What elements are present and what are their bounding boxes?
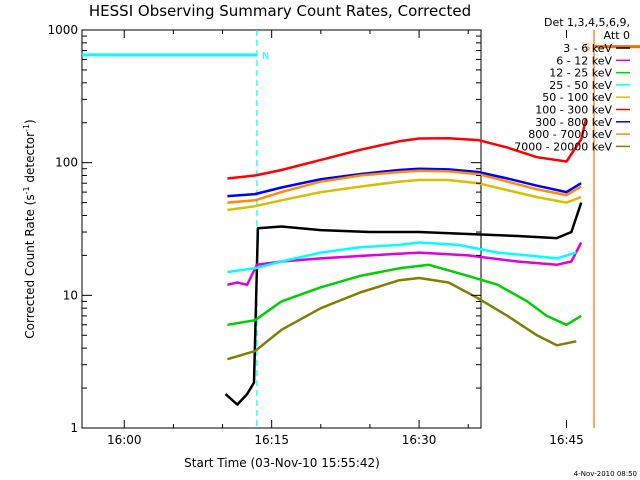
series-line xyxy=(227,169,582,204)
y-tick-label: 1000 xyxy=(47,23,78,37)
legend-label: 100 - 300 keV xyxy=(535,104,612,117)
marker-label: N xyxy=(262,51,269,62)
y-tick-label: 1 xyxy=(70,421,78,435)
series-layer xyxy=(224,118,588,406)
legend-label: 25 - 50 keV xyxy=(549,79,612,92)
legend-label: 50 - 100 keV xyxy=(542,91,612,104)
legend-header-line1: Det 1,3,4,5,6,9, xyxy=(544,16,630,29)
series-line xyxy=(227,241,577,274)
x-axis-label: Start Time (03-Nov-10 15:55:42) xyxy=(184,456,380,470)
x-tick-label: 16:00 xyxy=(107,433,142,447)
y-axis-label-sup: -1 xyxy=(22,124,31,132)
legend-header-line2: Att 0 xyxy=(604,29,630,42)
series-line xyxy=(227,263,582,327)
legend-label: 7000 - 20000 keV xyxy=(514,140,612,153)
observing-flag-markers: NS xyxy=(82,30,640,428)
series-line xyxy=(224,202,583,406)
series-line xyxy=(227,241,583,287)
legend-label: 300 - 800 keV xyxy=(535,116,612,129)
chart-title: HESSI Observing Summary Count Rates, Cor… xyxy=(89,2,471,20)
timestamp: 4-Nov-2010 08:50 xyxy=(574,470,637,478)
series-line xyxy=(227,167,582,198)
series-line xyxy=(227,276,577,361)
series-line xyxy=(227,178,582,212)
y-axis: 1 10 100 1000 xyxy=(47,23,481,435)
y-axis-label-part: Corrected Count Rate (s xyxy=(23,194,37,338)
x-tick-label: 16:45 xyxy=(549,433,584,447)
x-tick-label: 16:30 xyxy=(402,433,437,447)
legend-label: 6 - 12 keV xyxy=(556,54,612,67)
legend-label: 3 - 6 keV xyxy=(563,42,612,55)
marker-label: S xyxy=(584,43,590,54)
legend-label: 12 - 25 keV xyxy=(549,67,612,80)
y-axis-label-part: detector xyxy=(23,132,37,187)
x-tick-label: 16:15 xyxy=(254,433,289,447)
y-tick-label: 100 xyxy=(55,156,78,170)
y-axis-label-sup: -1 xyxy=(22,186,31,194)
y-axis-label-part: ) xyxy=(23,119,37,124)
legend-label: 800 - 7000 keV xyxy=(528,128,612,141)
plot-frame xyxy=(81,29,482,429)
y-axis-label: Corrected Count Rate (s-1 detector-1) xyxy=(22,119,37,338)
series-line xyxy=(227,118,588,180)
y-tick-label: 10 xyxy=(63,288,78,302)
